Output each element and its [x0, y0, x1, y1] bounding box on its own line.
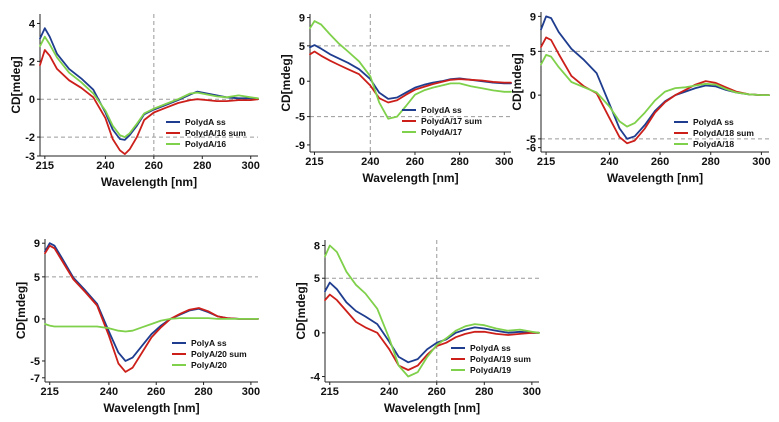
- x-axis-label: Wavelength [nm]: [362, 171, 458, 185]
- legend-label: PolyA ss: [191, 338, 227, 348]
- y-axis-label: CD[mdeg]: [9, 56, 23, 113]
- x-tick-label: 280: [194, 386, 212, 398]
- y-tick-label: -9: [295, 140, 305, 152]
- y-axis-label: CD[mdeg]: [510, 53, 524, 110]
- x-axis-label: Wavelength [nm]: [384, 401, 480, 415]
- y-tick-label: 9: [34, 238, 40, 250]
- y-tick-label: -3: [25, 151, 35, 163]
- series-line-1: [39, 27, 259, 141]
- legend-label: PolydA/18: [693, 139, 734, 149]
- y-tick-label: 0: [29, 94, 35, 106]
- series-line-2: [44, 244, 259, 373]
- cd-panel-5: 215 240 260 280 300 -4 0 5 8 Wavelength [nm] CD[md…: [294, 240, 541, 415]
- x-tick-label: 260: [145, 160, 163, 172]
- x-tick-label: 215: [36, 160, 54, 172]
- legend-label: PolydA ss: [185, 117, 226, 127]
- x-tick-label: 215: [41, 386, 59, 398]
- y-tick-label: 0: [530, 90, 536, 102]
- x-tick-label: 215: [305, 156, 323, 168]
- cd-panel-1: 215 240 260 280 300 -3 -2 0 2 4 Wavelength [nm] CD[…: [9, 14, 260, 189]
- y-tick-label: -5: [526, 134, 536, 146]
- series-line-3: [324, 244, 540, 378]
- y-axis-label: CD[mdeg]: [294, 282, 308, 339]
- y-tick-label: 9: [299, 13, 305, 25]
- legend-label: PolydA/19: [470, 365, 511, 375]
- x-tick-label: 240: [100, 386, 118, 398]
- x-tick-label: 300: [242, 160, 260, 172]
- legend-label: PolydA/18 sum: [693, 128, 754, 138]
- legend-label: PolydA ss: [693, 117, 734, 127]
- y-tick-label: -7: [30, 373, 40, 385]
- series-line-2: [309, 50, 512, 104]
- legend-label: PolyA/20: [191, 360, 227, 370]
- legend-label: PolydA/16: [185, 139, 226, 149]
- x-tick-label: 280: [475, 386, 493, 398]
- x-tick-label: 280: [702, 156, 720, 168]
- x-tick-label: 215: [537, 156, 555, 168]
- x-tick-label: 260: [147, 386, 165, 398]
- y-tick-label: 5: [34, 272, 40, 284]
- legend-label: PolydA/17: [421, 127, 462, 137]
- y-tick-label: 5: [530, 46, 536, 58]
- x-axis-label: Wavelength [nm]: [103, 401, 199, 415]
- y-tick-label: 8: [314, 240, 320, 252]
- cd-panel-3: 215 240 260 280 300 -6-5 0 5 9 Wavelength [nm] CD[…: [510, 11, 771, 185]
- y-axis-label: CD[mdeg]: [279, 54, 293, 111]
- y-tick-label: 4: [29, 18, 36, 30]
- x-tick-label: 240: [380, 386, 398, 398]
- legend-label: PolydA/16 sum: [185, 128, 246, 138]
- y-tick-label: 5: [299, 41, 305, 53]
- y-tick-label: -4: [310, 372, 321, 384]
- x-axis-label: Wavelength [nm]: [607, 171, 703, 185]
- cd-panel-4: 215 240 260 280 300 -7 -5 0 5 9 Wavelength [nm] CD[…: [14, 238, 260, 415]
- series-line-3: [309, 20, 512, 120]
- series-line-2: [540, 36, 770, 145]
- series-line-1: [324, 281, 540, 364]
- legend-label: PolydA/17 sum: [421, 116, 482, 126]
- x-tick-label: 300: [495, 156, 513, 168]
- x-tick-label: 240: [600, 156, 618, 168]
- x-tick-label: 300: [242, 386, 260, 398]
- x-tick-label: 260: [428, 386, 446, 398]
- x-axis-label: Wavelength [nm]: [101, 175, 197, 189]
- y-tick-label: 0: [34, 314, 40, 326]
- y-axis-label: CD[mdeg]: [14, 282, 28, 339]
- x-tick-label: 300: [523, 386, 541, 398]
- y-tick-label: 5: [314, 273, 320, 285]
- y-tick-label: 0: [314, 328, 320, 340]
- legend-label: PolydA ss: [421, 105, 462, 115]
- x-tick-label: 260: [406, 156, 424, 168]
- series-line-3: [540, 54, 770, 128]
- x-tick-label: 260: [651, 156, 669, 168]
- y-tick-label: -5: [30, 356, 40, 368]
- y-tick-label: 0: [299, 76, 305, 88]
- series-line-2: [39, 49, 259, 156]
- x-tick-label: 300: [752, 156, 770, 168]
- x-tick-label: 215: [321, 386, 339, 398]
- y-tick-label: 2: [29, 56, 35, 68]
- series-line-1: [540, 15, 770, 140]
- legend-label: PolydA/19 sum: [470, 354, 531, 364]
- series-line-1: [309, 44, 512, 100]
- y-tick-label: -6: [526, 143, 536, 155]
- y-tick-label: -2: [25, 132, 35, 144]
- cd-panel-2: 215 240 260 280 300 -9 -5 0 5 9 Wavelength [nm] CD[…: [279, 13, 513, 185]
- legend-label: PolydA ss: [470, 343, 511, 353]
- legend-label: PolyA/20 sum: [191, 349, 247, 359]
- series-line-2: [324, 293, 540, 371]
- x-tick-label: 240: [361, 156, 379, 168]
- x-tick-label: 240: [96, 160, 114, 172]
- x-tick-label: 280: [450, 156, 468, 168]
- series-line-3: [39, 35, 259, 139]
- x-tick-label: 280: [193, 160, 211, 172]
- series-line-3: [44, 317, 259, 333]
- y-tick-label: 9: [530, 11, 536, 23]
- y-tick-label: -5: [295, 112, 305, 124]
